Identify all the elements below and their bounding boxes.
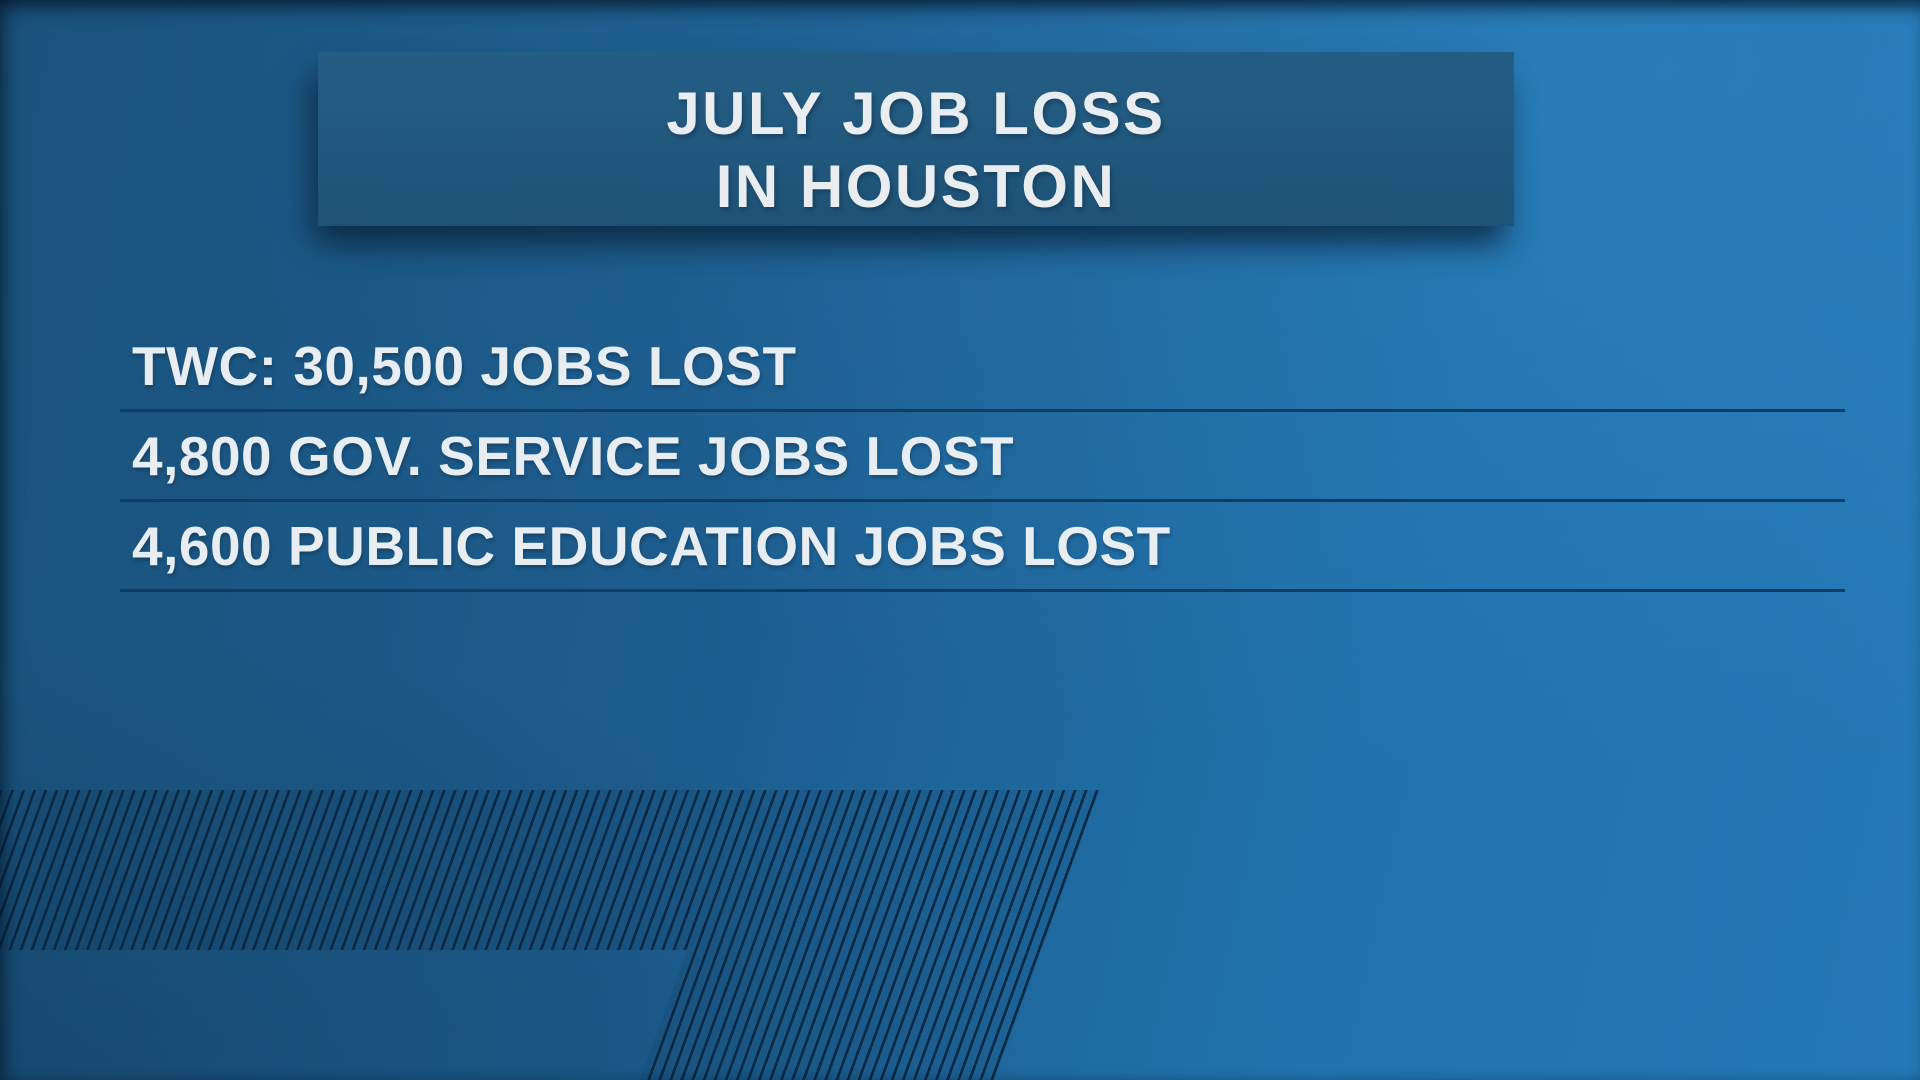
stat-row-public-education: 4,600 PUBLIC EDUCATION JOBS LOST [120,502,1845,592]
stats-list: TWC: 30,500 JOBS LOST 4,800 GOV. SERVICE… [120,322,1845,592]
title-line-1: JULY JOB LOSS [666,80,1166,147]
title-banner: JULY JOB LOSS IN HOUSTON [318,52,1514,226]
stat-label-twc-total: TWC: 30,500 JOBS LOST [132,334,797,397]
stat-label-public-education: 4,600 PUBLIC EDUCATION JOBS LOST [132,514,1171,577]
title-line-2: IN HOUSTON [715,153,1117,220]
stat-row-gov-service: 4,800 GOV. SERVICE JOBS LOST [120,412,1845,502]
stat-row-twc-total: TWC: 30,500 JOBS LOST [120,322,1845,412]
stat-label-gov-service: 4,800 GOV. SERVICE JOBS LOST [132,424,1015,487]
